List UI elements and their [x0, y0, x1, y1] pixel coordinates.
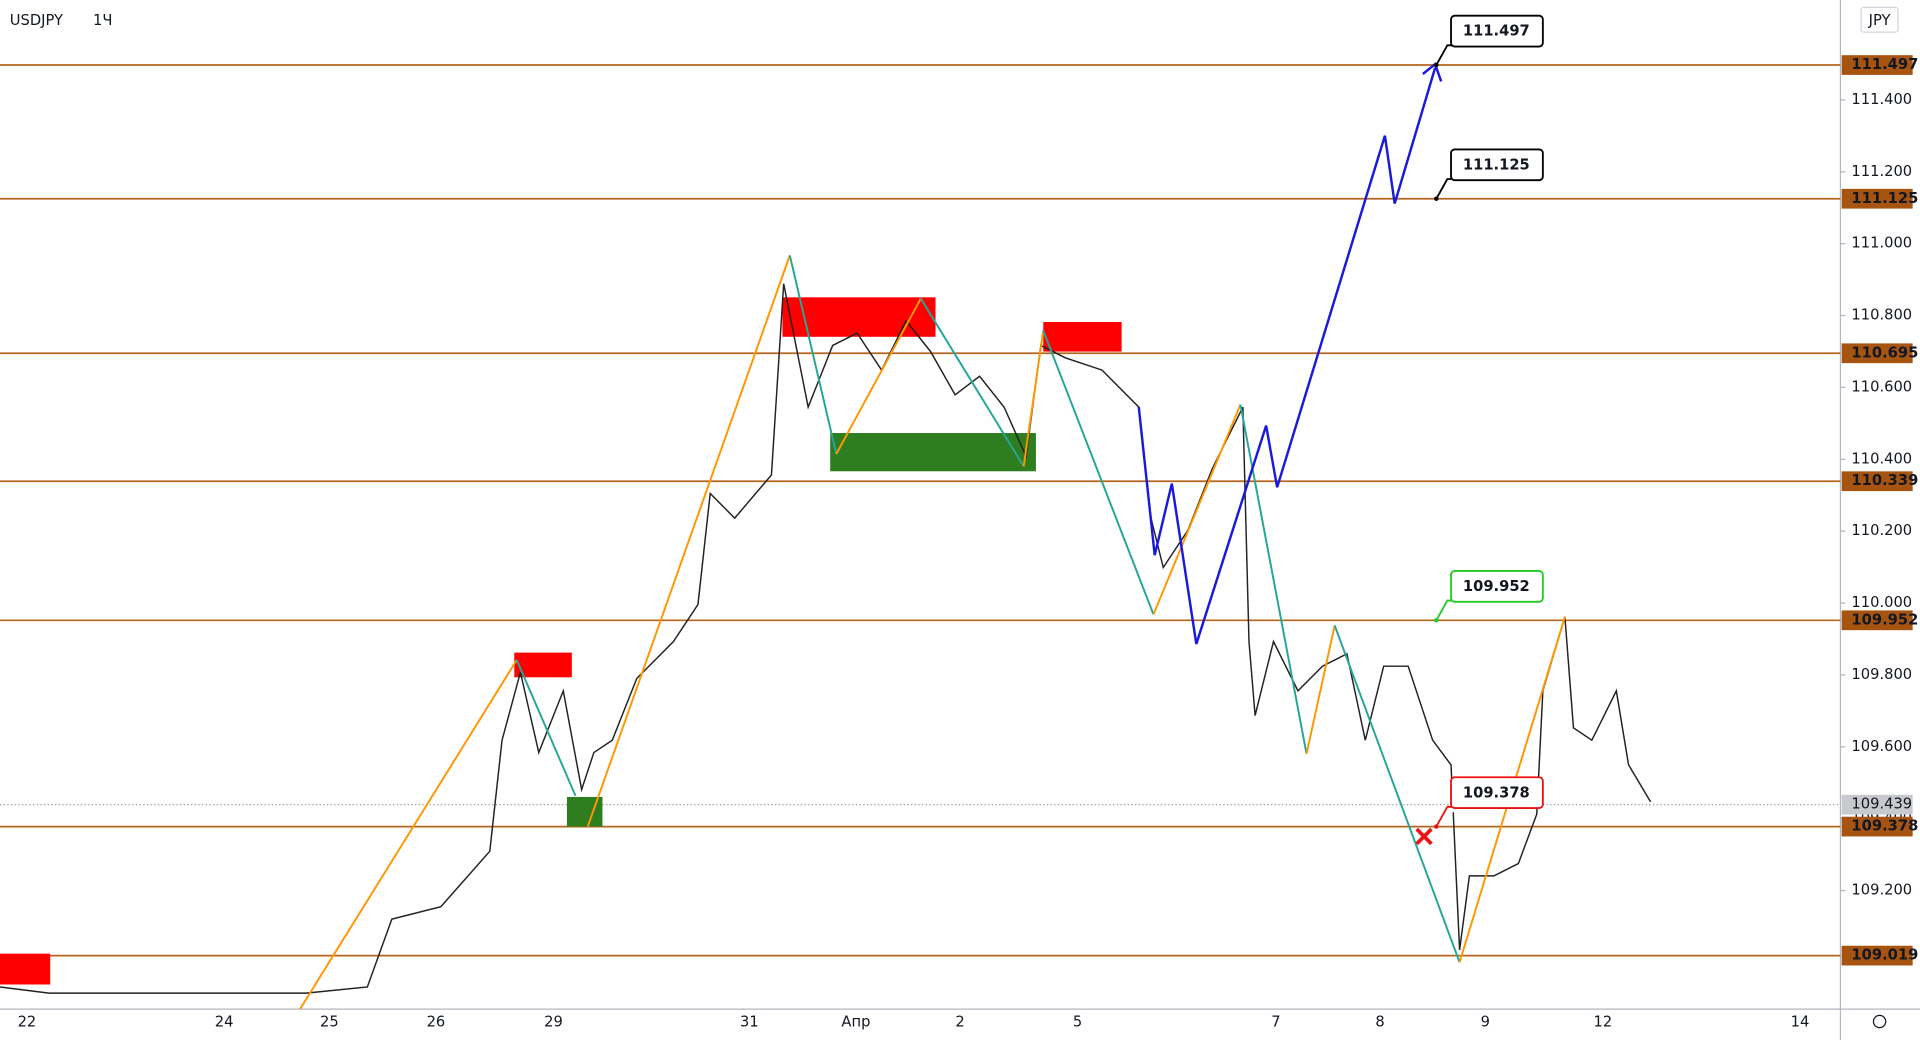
date-label: 26: [427, 1014, 446, 1031]
level-tag: [1841, 816, 1913, 837]
interval: 1Ч: [93, 12, 112, 29]
zigzag-up: [586, 255, 791, 827]
zigzag-down: [1042, 330, 1155, 615]
zigzag-down: [1333, 625, 1461, 963]
callout-label: 111.125: [1463, 156, 1530, 173]
date-label: 2: [955, 1014, 964, 1031]
callout-box: [1450, 14, 1544, 48]
callout-anchor: [1434, 62, 1439, 68]
tick-label: 110.000: [1851, 594, 1912, 611]
callout-label: 109.952: [1463, 578, 1530, 595]
level-label: 109.952: [1851, 611, 1918, 628]
callout-box: [1450, 570, 1544, 603]
symbol: USDJPY: [10, 12, 64, 29]
zigzag-up: [299, 659, 518, 1010]
settings-icon[interactable]: [1872, 1014, 1887, 1029]
callout-label: 109.378: [1463, 784, 1530, 801]
level-tag: [1841, 55, 1913, 75]
supply-zone: [0, 953, 51, 985]
supply-zone: [1043, 321, 1122, 352]
level-tag: [1841, 610, 1913, 631]
level-tag: [1841, 188, 1913, 209]
date-label: 31: [740, 1014, 759, 1031]
zigzag-up: [835, 298, 922, 455]
tick-label: 110.200: [1851, 522, 1912, 539]
zigzag-down: [919, 298, 1025, 467]
date-label: 14: [1791, 1014, 1810, 1031]
tick-label: 109.800: [1851, 666, 1912, 683]
current-price-label: 109.439: [1851, 796, 1912, 813]
tick-label: 111.400: [1851, 91, 1912, 108]
callout-box: [1450, 148, 1544, 182]
tick-label: 110.400: [1851, 450, 1912, 467]
tick-label: 111.200: [1851, 163, 1912, 180]
price-axis: 109.200109.400109.600109.800110.000110.2…: [1840, 55, 1918, 966]
date-label: 9: [1481, 1014, 1490, 1031]
zigzag-down: [515, 659, 577, 797]
currency: JPY: [1868, 12, 1892, 29]
zigzags: [299, 62, 1566, 1010]
time-axis: 22 24 25 26 29 31 Апр 2 5 7 8 9 12 14: [18, 1014, 1810, 1031]
date-label: 29: [544, 1014, 563, 1031]
level-tag: [1841, 343, 1913, 364]
zigzag-up: [1022, 330, 1045, 467]
callout-box: [1450, 776, 1544, 810]
level-label: 109.019: [1851, 947, 1918, 964]
levels: [0, 64, 1841, 957]
date-label: 5: [1073, 1014, 1082, 1031]
cancel-mark: [1415, 827, 1433, 846]
level-label: 110.339: [1851, 472, 1918, 489]
zigzag-down: [1239, 404, 1308, 754]
tick-label: 110.800: [1851, 307, 1912, 324]
date-label: 7: [1271, 1014, 1280, 1031]
supply-zone: [782, 297, 936, 337]
level-label: 110.695: [1851, 344, 1918, 361]
date-label: 22: [18, 1014, 37, 1031]
date-label: Апр: [841, 1014, 870, 1031]
current-price-tag: [1841, 794, 1913, 815]
tick-label: 110.600: [1851, 378, 1912, 395]
currency-badge[interactable]: [1860, 6, 1899, 33]
level-label: 111.497: [1851, 56, 1918, 73]
level-tag: [1841, 471, 1913, 492]
projection: [1137, 67, 1437, 645]
callout-anchor: [1434, 618, 1439, 623]
tick-label: 109.600: [1851, 738, 1912, 755]
callout-label: 111.497: [1463, 23, 1530, 40]
date-label: 25: [320, 1014, 339, 1031]
level-label: 111.125: [1851, 190, 1918, 207]
date-label: 8: [1375, 1014, 1384, 1031]
callout-anchor: [1434, 196, 1439, 201]
zigzag-down: [788, 255, 838, 455]
callouts: 111.497 111.125 109.952 109.378: [1434, 14, 1544, 829]
demand-zone: [830, 433, 1036, 472]
price-path: [0, 283, 1652, 994]
zigzag-up: [1152, 404, 1242, 615]
level-label: 109.378: [1851, 818, 1918, 835]
supply-zone: [514, 652, 572, 678]
date-label: 24: [215, 1014, 234, 1031]
tick-label: 109.200: [1851, 882, 1912, 899]
callout-anchor: [1434, 824, 1439, 829]
zigzag-up: [1305, 625, 1336, 754]
level-tag: [1841, 945, 1913, 966]
date-label: 12: [1594, 1014, 1613, 1031]
tick-label: 111.000: [1851, 235, 1912, 252]
